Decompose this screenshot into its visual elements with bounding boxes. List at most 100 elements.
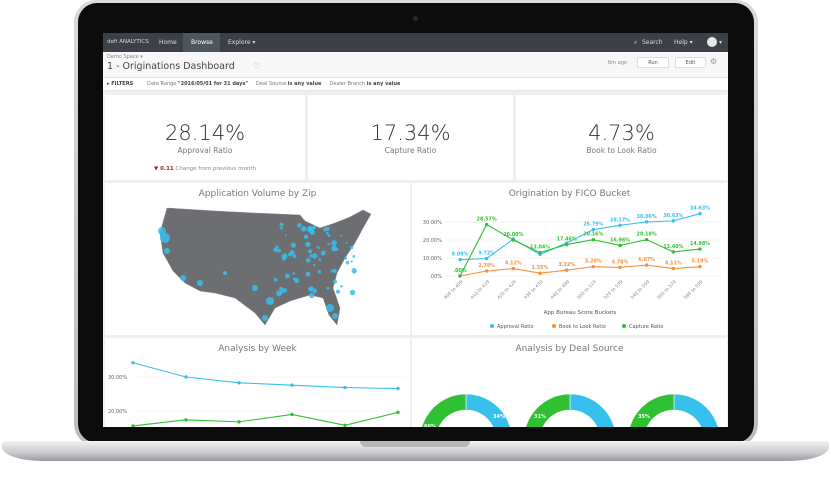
filters-label: FILTERS [111, 81, 134, 87]
fico-chart: .00% 10.00% 20.00% 30.00% 400 to 409 410 to 4… [423, 206, 722, 330]
data-point [343, 423, 347, 427]
kpi-value: 4.73% [588, 121, 655, 145]
nav-search[interactable]: Search [642, 39, 663, 46]
chart-title: Origination by FICO Bucket [508, 189, 631, 199]
zip-dot [290, 242, 297, 248]
y-tick-label: 30.00% [423, 220, 442, 226]
nav-browse[interactable]: Browse [191, 39, 213, 46]
zip-dot [316, 245, 319, 248]
zip-dot [284, 234, 287, 237]
data-label: 20.16% [583, 232, 603, 238]
zip-dot [318, 258, 322, 261]
data-label: .00% [453, 268, 466, 274]
filter-deal-source[interactable]: Deal Source is any value [256, 81, 321, 87]
fico-tile: Origination by FICO Bucket .00% 10.00% 20.… [412, 183, 727, 335]
run-button[interactable]: Run [637, 57, 669, 68]
avatar[interactable] [707, 37, 717, 47]
data-point [184, 375, 188, 379]
y-tick-label: 10.00% [423, 256, 442, 262]
search-icon[interactable]: ⌕ [634, 39, 638, 46]
zip-dot [279, 290, 283, 294]
zip-dot [349, 289, 356, 296]
data-label: 2.78% [478, 263, 495, 269]
heart-icon[interactable]: ♡ [253, 62, 261, 71]
zip-dot [300, 226, 307, 232]
zip-dot [320, 250, 326, 256]
zip-dot [340, 234, 343, 237]
data-label: 20.18% [637, 232, 657, 238]
filter-name: Date Range [147, 81, 177, 87]
zip-dot [293, 277, 300, 284]
zip-dot [280, 226, 284, 230]
data-point [538, 250, 542, 255]
zip-dot [350, 260, 353, 263]
data-label: 5.19% [692, 259, 709, 265]
filter-dealer-branch[interactable]: Dealer Branch is any value [329, 81, 400, 87]
filter-list: Date Range "2016/05/01 for 31 days" Deal… [147, 81, 400, 87]
nav-explore[interactable]: Explore ▾ [228, 39, 256, 46]
chevron-down-icon[interactable]: ▾ [719, 39, 723, 46]
y-tick-label: 30.00% [108, 375, 127, 381]
data-label: 3.22% [558, 262, 575, 268]
zip-dot [333, 279, 338, 284]
zip-dot [307, 225, 314, 232]
zip-dot [335, 289, 341, 294]
zip-dot [160, 233, 170, 243]
data-label: 20.00% [503, 232, 523, 238]
filter-date-range[interactable]: Date Range "2016/05/01 for 31 days" [147, 81, 248, 87]
slice-label: 31% [534, 414, 546, 420]
dashboard-header: Demo Space ▾ 1 - Originations Dashboard … [103, 52, 728, 78]
data-point [484, 256, 489, 261]
legend-marker [622, 324, 626, 328]
x-tick-label: 560 to 579 [656, 279, 678, 301]
x-tick-label: 410 to 419 [469, 279, 491, 301]
donut-slice-green [421, 393, 467, 427]
data-label: 30.06% [637, 214, 657, 220]
data-point [511, 238, 516, 242]
filters-bar: ▸ FILTERS Date Range "2016/05/01 for 31 … [103, 78, 728, 91]
filter-value: is any value [287, 81, 322, 87]
donut-slice-blue [673, 393, 719, 427]
zip-dot [308, 292, 315, 299]
nav-active-bg [183, 33, 220, 52]
data-label: 17.46% [557, 237, 577, 243]
chart-title: Analysis by Week [218, 344, 297, 354]
data-point [237, 381, 241, 385]
laptop-notch [360, 441, 470, 447]
zip-dot [344, 256, 348, 260]
filters-toggle[interactable]: ▸ FILTERS [107, 81, 134, 87]
data-point [591, 264, 596, 269]
edit-button[interactable]: Edit [675, 57, 706, 68]
data-label: 14.98% [690, 241, 710, 247]
map-title: Application Volume by Zip [198, 189, 317, 199]
data-point [184, 418, 188, 422]
y-tick-label: 20.00% [423, 238, 442, 244]
zip-dot [262, 315, 268, 321]
data-label: 16.96% [610, 237, 630, 243]
data-label: 4.78% [612, 259, 629, 265]
data-point [644, 220, 649, 224]
breadcrumb[interactable]: Demo Space ▾ [107, 54, 143, 60]
data-point [484, 269, 489, 273]
zip-dot [345, 260, 350, 265]
gear-icon[interactable]: ⚙ [710, 57, 718, 66]
legend-label: Approval Ratio [497, 324, 534, 330]
slice-label: 34% [493, 414, 505, 420]
x-tick-label: 400 to 409 [443, 279, 465, 301]
nav-help[interactable]: Help ▾ [674, 39, 693, 46]
zip-dot [326, 304, 334, 312]
filter-value: is any value [366, 81, 401, 87]
zip-dot [273, 247, 278, 253]
y-tick-label: 20.00% [108, 409, 127, 415]
zip-dot [164, 248, 170, 254]
nav-home[interactable]: Home [159, 39, 177, 46]
zip-dot [305, 271, 311, 277]
zip-dot [308, 249, 313, 254]
data-point [591, 238, 596, 242]
data-label: 9.72% [478, 251, 495, 257]
zip-dot [158, 227, 166, 235]
donut-slice-blue [465, 393, 511, 427]
data-label: 34.63% [690, 206, 710, 212]
slice-label: 35% [638, 414, 650, 420]
us-map[interactable] [105, 183, 410, 335]
